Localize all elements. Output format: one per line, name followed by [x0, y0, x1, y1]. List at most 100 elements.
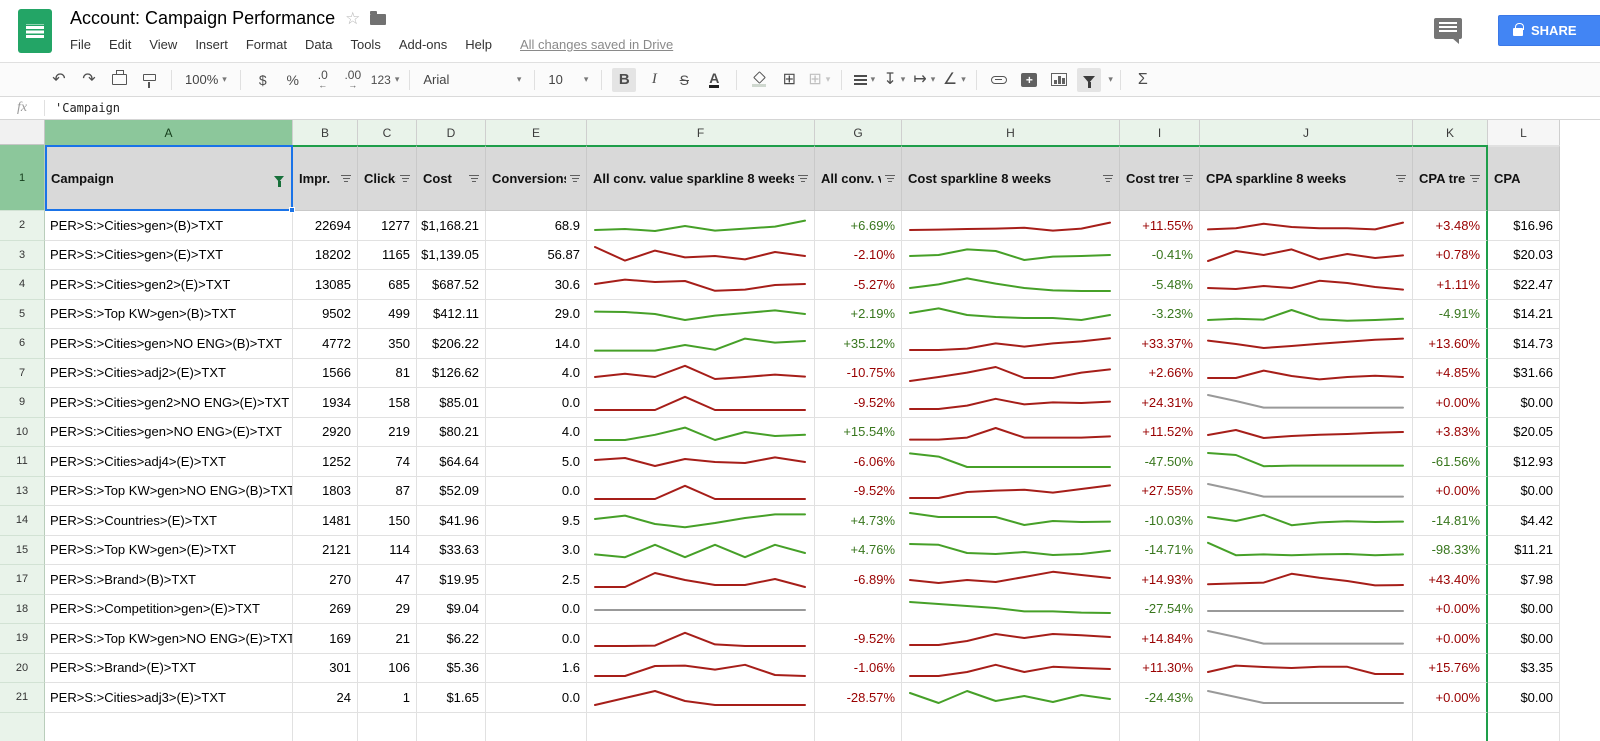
comments-icon[interactable]	[1434, 18, 1462, 44]
conversions-cell[interactable]: 3.0	[486, 535, 587, 565]
cpa-trend-cell[interactable]: +15.76%	[1413, 653, 1488, 683]
cost-trend-cell[interactable]: +27.55%	[1120, 476, 1200, 506]
cpa-sparkline-cell[interactable]	[1200, 211, 1413, 241]
cost-trend-cell[interactable]: -0.41%	[1120, 240, 1200, 270]
header-cell-H[interactable]: Cost sparkline 8 weeks	[902, 145, 1120, 211]
functions-button[interactable]: Σ	[1137, 70, 1148, 88]
conversions-cell[interactable]: 29.0	[486, 299, 587, 329]
cost-sparkline-cell[interactable]	[902, 535, 1120, 565]
cost-sparkline-cell[interactable]	[902, 506, 1120, 536]
campaign-cell[interactable]: PER>S:>Cities>gen2>(E)>TXT	[45, 270, 293, 300]
cpa-cell[interactable]: $22.47	[1488, 270, 1560, 300]
cpa-trend-cell[interactable]: +3.83%	[1413, 417, 1488, 447]
cpa-sparkline-cell[interactable]	[1200, 358, 1413, 388]
filter-bars-icon[interactable]	[469, 174, 479, 183]
row-header[interactable]: 10	[0, 417, 45, 447]
cost-cell[interactable]: $1,139.05	[417, 240, 486, 270]
conv-value-trend-cell[interactable]	[815, 594, 902, 624]
text-wrap-button[interactable]: ↦ ▾	[913, 70, 936, 88]
header-cell-A[interactable]: Campaign	[45, 145, 293, 211]
menu-view[interactable]: View	[149, 37, 178, 52]
cost-sparkline-cell[interactable]	[902, 683, 1120, 713]
cpa-cell[interactable]: $20.05	[1488, 417, 1560, 447]
column-header-L[interactable]: L	[1488, 120, 1560, 145]
conv-value-trend-cell[interactable]: -9.52%	[815, 476, 902, 506]
cost-cell[interactable]: $687.52	[417, 270, 486, 300]
impressions-cell[interactable]: 270	[293, 565, 358, 595]
filter-bars-icon[interactable]	[1183, 174, 1193, 183]
conversions-cell[interactable]: 5.0	[486, 447, 587, 477]
header-cell-J[interactable]: CPA sparkline 8 weeks	[1200, 145, 1413, 211]
conv-value-trend-cell[interactable]: -10.75%	[815, 358, 902, 388]
column-header-G[interactable]: G	[815, 120, 902, 145]
cpa-sparkline-cell[interactable]	[1200, 270, 1413, 300]
cost-cell[interactable]: $206.22	[417, 329, 486, 359]
cpa-sparkline-cell[interactable]	[1200, 535, 1413, 565]
campaign-cell[interactable]: PER>S:>Cities>adj4>(E)>TXT	[45, 447, 293, 477]
impressions-cell[interactable]: 301	[293, 653, 358, 683]
cpa-trend-cell[interactable]: -61.56%	[1413, 447, 1488, 477]
conv-value-sparkline-cell[interactable]	[587, 476, 815, 506]
clicks-cell[interactable]: 219	[358, 417, 417, 447]
cost-trend-cell[interactable]: +2.66%	[1120, 358, 1200, 388]
row-header[interactable]: 17	[0, 565, 45, 595]
row-header[interactable]: 13	[0, 476, 45, 506]
empty-cell[interactable]	[486, 712, 587, 741]
menu-data[interactable]: Data	[305, 37, 333, 52]
filter-bars-icon[interactable]	[885, 174, 895, 183]
cost-sparkline-cell[interactable]	[902, 240, 1120, 270]
header-cell-F[interactable]: All conv. value sparkline 8 weeks	[587, 145, 815, 211]
clicks-cell[interactable]: 150	[358, 506, 417, 536]
cpa-sparkline-cell[interactable]	[1200, 476, 1413, 506]
conversions-cell[interactable]: 2.5	[486, 565, 587, 595]
cpa-trend-cell[interactable]: +0.00%	[1413, 594, 1488, 624]
cpa-cell[interactable]: $3.35	[1488, 653, 1560, 683]
empty-cell[interactable]	[1488, 712, 1560, 741]
cost-sparkline-cell[interactable]	[902, 594, 1120, 624]
header-cell-G[interactable]: All conv. v	[815, 145, 902, 211]
cpa-cell[interactable]: $11.21	[1488, 535, 1560, 565]
conv-value-trend-cell[interactable]: -6.06%	[815, 447, 902, 477]
conv-value-trend-cell[interactable]: +6.69%	[815, 211, 902, 241]
clicks-cell[interactable]: 81	[358, 358, 417, 388]
clicks-cell[interactable]: 74	[358, 447, 417, 477]
header-cell-I[interactable]: Cost tren	[1120, 145, 1200, 211]
empty-cell[interactable]	[815, 712, 902, 741]
conv-value-trend-cell[interactable]: -28.57%	[815, 683, 902, 713]
empty-cell[interactable]	[293, 712, 358, 741]
empty-cell[interactable]	[902, 712, 1120, 741]
conv-value-sparkline-cell[interactable]	[587, 506, 815, 536]
format-currency-button[interactable]: $	[258, 71, 267, 88]
cpa-cell[interactable]: $16.96	[1488, 211, 1560, 241]
conversions-cell[interactable]: 9.5	[486, 506, 587, 536]
conversions-cell[interactable]: 30.6	[486, 270, 587, 300]
campaign-cell[interactable]: PER>S:>Brand>(E)>TXT	[45, 653, 293, 683]
decrease-decimal-button[interactable]: .0 ←	[317, 67, 328, 90]
cost-cell[interactable]: $5.36	[417, 653, 486, 683]
conv-value-sparkline-cell[interactable]	[587, 594, 815, 624]
font-size-select[interactable]: 10 ▾	[548, 72, 589, 87]
campaign-cell[interactable]: PER>S:>Cities>gen>(E)>TXT	[45, 240, 293, 270]
cpa-sparkline-cell[interactable]	[1200, 417, 1413, 447]
campaign-cell[interactable]: PER>S:>Top KW>gen>(B)>TXT	[45, 299, 293, 329]
impressions-cell[interactable]: 1803	[293, 476, 358, 506]
cost-trend-cell[interactable]: +14.93%	[1120, 565, 1200, 595]
conv-value-sparkline-cell[interactable]	[587, 535, 815, 565]
impressions-cell[interactable]: 18202	[293, 240, 358, 270]
column-header-E[interactable]: E	[486, 120, 587, 145]
impressions-cell[interactable]: 1566	[293, 358, 358, 388]
cost-sparkline-cell[interactable]	[902, 270, 1120, 300]
row-header[interactable]: 5	[0, 299, 45, 329]
menu-edit[interactable]: Edit	[108, 37, 132, 52]
conv-value-trend-cell[interactable]: -2.10%	[815, 240, 902, 270]
cost-sparkline-cell[interactable]	[902, 211, 1120, 241]
campaign-cell[interactable]: PER>S:>Cities>gen>(B)>TXT	[45, 211, 293, 241]
cpa-cell[interactable]: $14.73	[1488, 329, 1560, 359]
conversions-cell[interactable]: 68.9	[486, 211, 587, 241]
undo-button[interactable]: ↶	[52, 70, 66, 88]
cost-trend-cell[interactable]: -3.23%	[1120, 299, 1200, 329]
header-cell-D[interactable]: Cost	[417, 145, 486, 211]
clicks-cell[interactable]: 47	[358, 565, 417, 595]
clicks-cell[interactable]: 1	[358, 683, 417, 713]
cpa-sparkline-cell[interactable]	[1200, 565, 1413, 595]
